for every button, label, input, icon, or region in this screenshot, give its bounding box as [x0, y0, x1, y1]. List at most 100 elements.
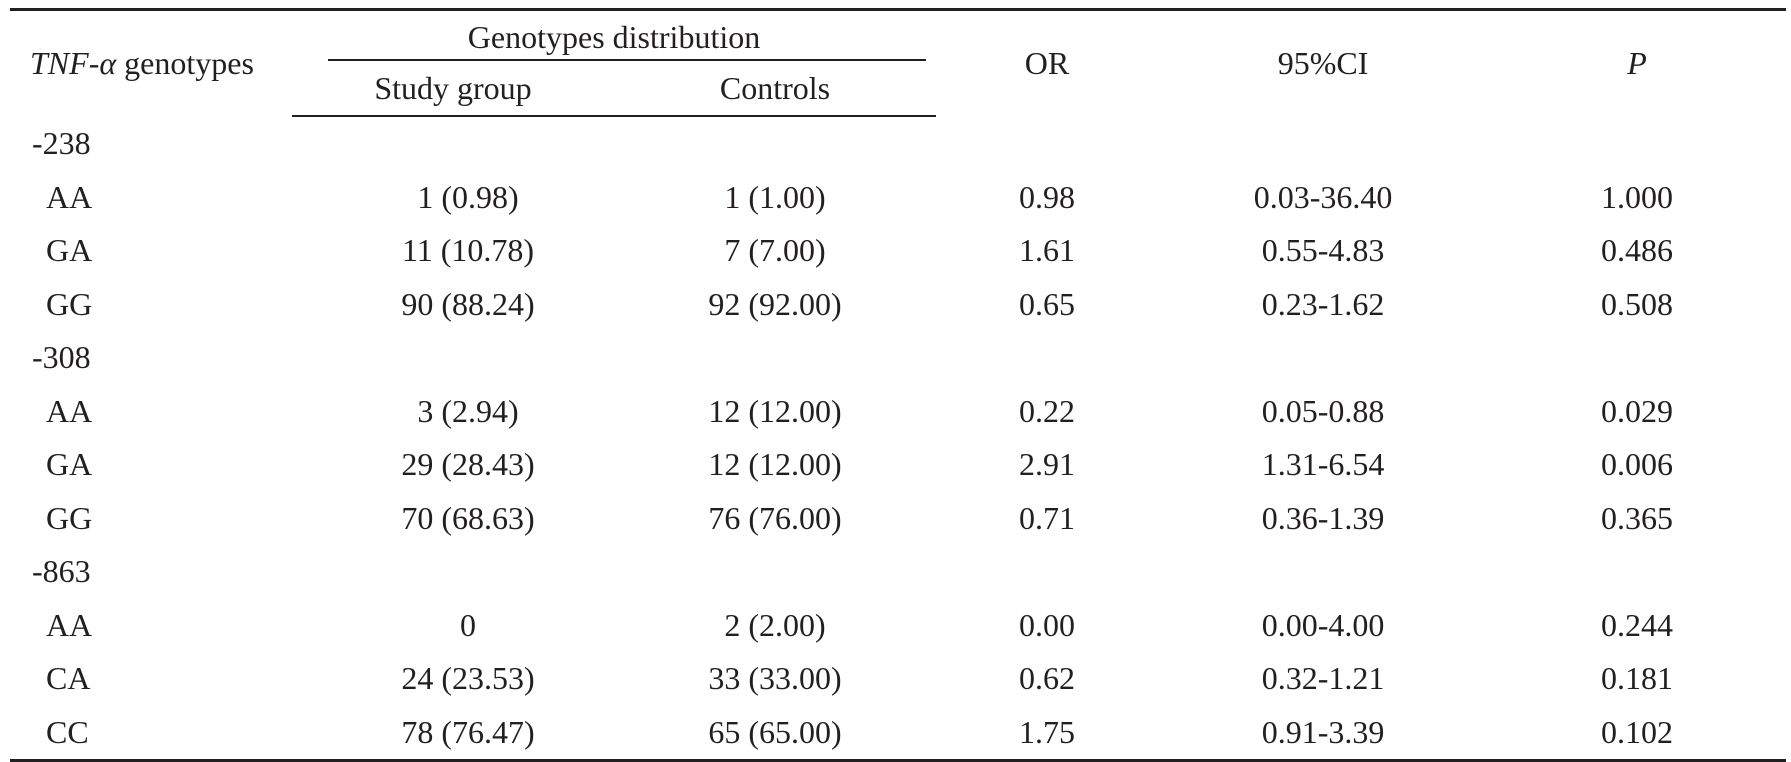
section-label: -863 — [32, 553, 91, 590]
header-row-1: TNF-α genotypes Genotypes distribution O… — [10, 8, 1787, 116]
or-cell: 0.22 — [1019, 392, 1076, 429]
ci-cell: 0.05-0.88 — [1261, 392, 1385, 429]
genotype-column-header: TNF-α genotypes — [10, 8, 292, 116]
empty-cell — [1488, 545, 1786, 599]
or-cell: 0.62 — [1019, 660, 1076, 697]
table-row: AA 0 2 (2.00) 0.00 0.00-4.00 0.244 — [10, 599, 1786, 653]
p-value-cell: 0.508 — [1601, 285, 1674, 322]
genotype-cell: GG — [46, 499, 93, 536]
controls-cell: 76 (76.00) — [708, 499, 842, 536]
p-column-label: P — [1627, 45, 1647, 81]
table-row: GA 11 (10.78) 7 (7.00) 1.61 0.55-4.83 0.486 — [10, 224, 1786, 278]
study-group-cell: 24 (23.53) — [401, 660, 535, 697]
empty-cell — [1488, 331, 1786, 385]
empty-cell — [1158, 331, 1488, 385]
study-group-cell: 70 (68.63) — [401, 499, 535, 536]
genotype-cell: CC — [10, 705, 292, 762]
p-value-cell: 0.029 — [1601, 392, 1674, 429]
empty-cell — [1158, 116, 1488, 171]
ci-cell: 0.36-1.39 — [1261, 499, 1385, 536]
p-value-cell: 1.000 — [1601, 178, 1674, 215]
ci-cell: 0.55-4.83 — [1261, 232, 1385, 269]
empty-cell — [1158, 545, 1488, 599]
section-row: -863 — [10, 545, 1786, 599]
empty-cell — [292, 545, 614, 599]
study-group-column-header: Study group — [292, 61, 614, 117]
p-value-cell: 0.365 — [1601, 499, 1674, 536]
genotype-cell: AA — [46, 392, 93, 429]
section-label: -238 — [32, 124, 91, 161]
ci-cell: 0.32-1.21 — [1261, 660, 1385, 697]
p-value-cell: 0.244 — [1601, 606, 1674, 643]
study-group-cell: 11 (10.78) — [401, 232, 535, 269]
ci-cell: 1.31-6.54 — [1261, 446, 1385, 483]
section-row: -308 — [10, 331, 1786, 385]
controls-cell: 65 (65.00) — [614, 705, 937, 762]
study-group-cell: 90 (88.24) — [401, 285, 535, 322]
table-row: AA 3 (2.94) 12 (12.00) 0.22 0.05-0.88 0.029 — [10, 385, 1786, 439]
table-row: CC 78 (76.47) 65 (65.00) 1.75 0.91-3.39 0.102 — [10, 705, 1787, 762]
controls-cell: 92 (92.00) — [708, 285, 842, 322]
ci-cell: 0.03-36.40 — [1253, 178, 1393, 215]
or-cell: 1.61 — [1019, 232, 1076, 269]
or-cell: 1.75 — [936, 705, 1159, 762]
empty-cell — [614, 331, 936, 385]
or-cell: 0.71 — [1019, 499, 1076, 536]
empty-cell — [614, 116, 936, 171]
study-group-cell: 1 (0.98) — [417, 178, 519, 215]
or-cell: 0.00 — [1019, 606, 1076, 643]
or-column-header: OR — [936, 8, 1159, 116]
gene-name: TNF-α — [30, 45, 117, 81]
genotype-column-header-rest: genotypes — [116, 45, 254, 81]
study-group-cell: 78 (76.47) — [292, 705, 614, 762]
table-row: GA 29 (28.43) 12 (12.00) 2.91 1.31-6.54 0.006 — [10, 438, 1786, 492]
ci-column-header: 95%CI — [1158, 8, 1489, 116]
ci-cell: 0.91-3.39 — [1158, 705, 1489, 762]
genotype-table-container: TNF-α genotypes Genotypes distribution O… — [10, 8, 1787, 762]
table-row: CA 24 (23.53) 33 (33.00) 0.62 0.32-1.21 0.181 — [10, 652, 1786, 706]
group-underline — [328, 59, 927, 61]
genotype-cell: AA — [46, 606, 93, 643]
study-group-cell: 29 (28.43) — [401, 446, 535, 483]
p-column-header: P — [1488, 8, 1787, 116]
controls-cell: 1 (1.00) — [724, 178, 826, 215]
genotype-cell: GG — [46, 285, 93, 322]
table-header: TNF-α genotypes Genotypes distribution O… — [10, 8, 1787, 117]
table-row: GG 70 (68.63) 76 (76.00) 0.71 0.36-1.39 0.365 — [10, 492, 1786, 546]
section-label: -308 — [32, 339, 91, 376]
controls-cell: 33 (33.00) — [708, 660, 842, 697]
p-value-cell: 0.102 — [1488, 705, 1787, 762]
controls-cell: 12 (12.00) — [708, 446, 842, 483]
empty-cell — [292, 116, 614, 171]
table-row: AA 1 (0.98) 1 (1.00) 0.98 0.03-36.40 1.000 — [10, 171, 1786, 225]
or-cell: 0.65 — [1019, 285, 1076, 322]
controls-column-header: Controls — [614, 61, 937, 117]
genotype-cell: GA — [46, 446, 93, 483]
genotype-table: TNF-α genotypes Genotypes distribution O… — [10, 8, 1787, 762]
p-value-cell: 0.181 — [1601, 660, 1674, 697]
controls-cell: 2 (2.00) — [724, 606, 826, 643]
or-cell: 0.98 — [1019, 178, 1076, 215]
table-row: GG 90 (88.24) 92 (92.00) 0.65 0.23-1.62 0.508 — [10, 278, 1786, 332]
genotype-cell: AA — [46, 178, 93, 215]
header-row-2: Study group Controls — [10, 61, 1786, 117]
controls-cell: 12 (12.00) — [708, 392, 842, 429]
empty-cell — [936, 545, 1158, 599]
section-row: -238 — [10, 116, 1786, 171]
genotype-cell: CA — [46, 660, 91, 697]
empty-cell — [292, 331, 614, 385]
study-group-cell: 0 — [460, 606, 476, 643]
or-cell: 2.91 — [1019, 446, 1076, 483]
empty-cell — [936, 116, 1158, 171]
controls-cell: 7 (7.00) — [724, 232, 826, 269]
genotype-cell: GA — [46, 232, 93, 269]
p-value-cell: 0.486 — [1601, 232, 1674, 269]
study-group-cell: 3 (2.94) — [417, 392, 519, 429]
empty-cell — [614, 545, 936, 599]
table-body: -238 AA 1 (0.98) 1 (1.00) 0.98 0.03-36.40 1.00… — [10, 116, 1787, 762]
ci-cell: 0.23-1.62 — [1261, 285, 1385, 322]
empty-cell — [936, 331, 1158, 385]
p-value-cell: 0.006 — [1601, 446, 1674, 483]
ci-cell: 0.00-4.00 — [1261, 606, 1385, 643]
genotypes-distribution-header: Genotypes distribution — [292, 8, 937, 61]
